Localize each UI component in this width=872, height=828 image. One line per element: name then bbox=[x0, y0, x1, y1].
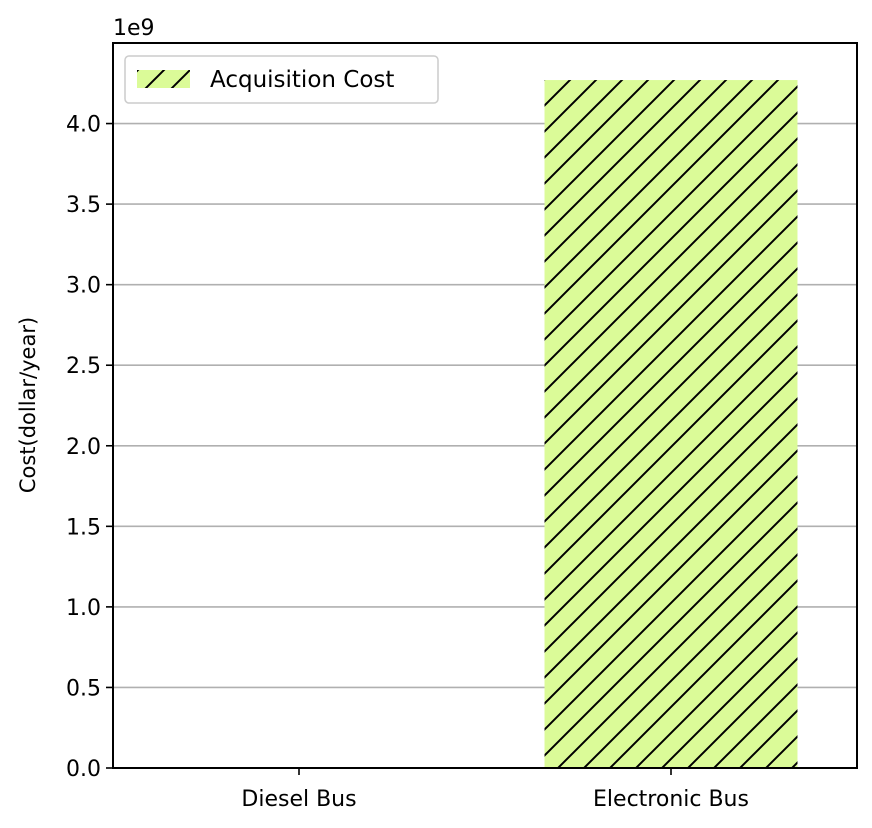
plot-frame bbox=[112, 42, 858, 769]
y-tick-label: 3.5 bbox=[66, 193, 101, 218]
legend-label: Acquisition Cost bbox=[210, 67, 394, 93]
y-tick-label: 3.0 bbox=[66, 274, 101, 299]
y-tick-label: 1.5 bbox=[66, 515, 101, 540]
y-tick-label: 4.0 bbox=[66, 113, 101, 138]
y-tick-label: 1.0 bbox=[66, 596, 101, 621]
y-axis-ticks: 0.0 0.5 1.0 1.5 2.0 2.5 3.0 3.5 4.0 bbox=[66, 113, 113, 782]
x-tick-label: Electronic Bus bbox=[593, 787, 749, 812]
bar-electronic-bus bbox=[544, 80, 798, 769]
y-axis-label: Cost(dollar/year) bbox=[16, 317, 40, 493]
bar-hatch bbox=[544, 80, 798, 769]
legend-frame bbox=[124, 55, 439, 104]
x-tick-label: Diesel Bus bbox=[241, 787, 356, 812]
y-tick-label: 2.5 bbox=[66, 354, 101, 379]
y-tick-label: 0.0 bbox=[66, 757, 101, 782]
legend-swatch-hatch bbox=[137, 70, 190, 88]
y-axis-offset-label: 1e9 bbox=[113, 16, 155, 41]
gridlines bbox=[113, 122, 857, 769]
x-axis-ticks: Diesel Bus Electronic Bus bbox=[241, 768, 749, 812]
y-tick-label: 0.5 bbox=[66, 676, 101, 701]
legend: Acquisition Cost bbox=[124, 55, 439, 104]
y-tick-label: 2.0 bbox=[66, 435, 101, 460]
bars bbox=[544, 80, 798, 769]
